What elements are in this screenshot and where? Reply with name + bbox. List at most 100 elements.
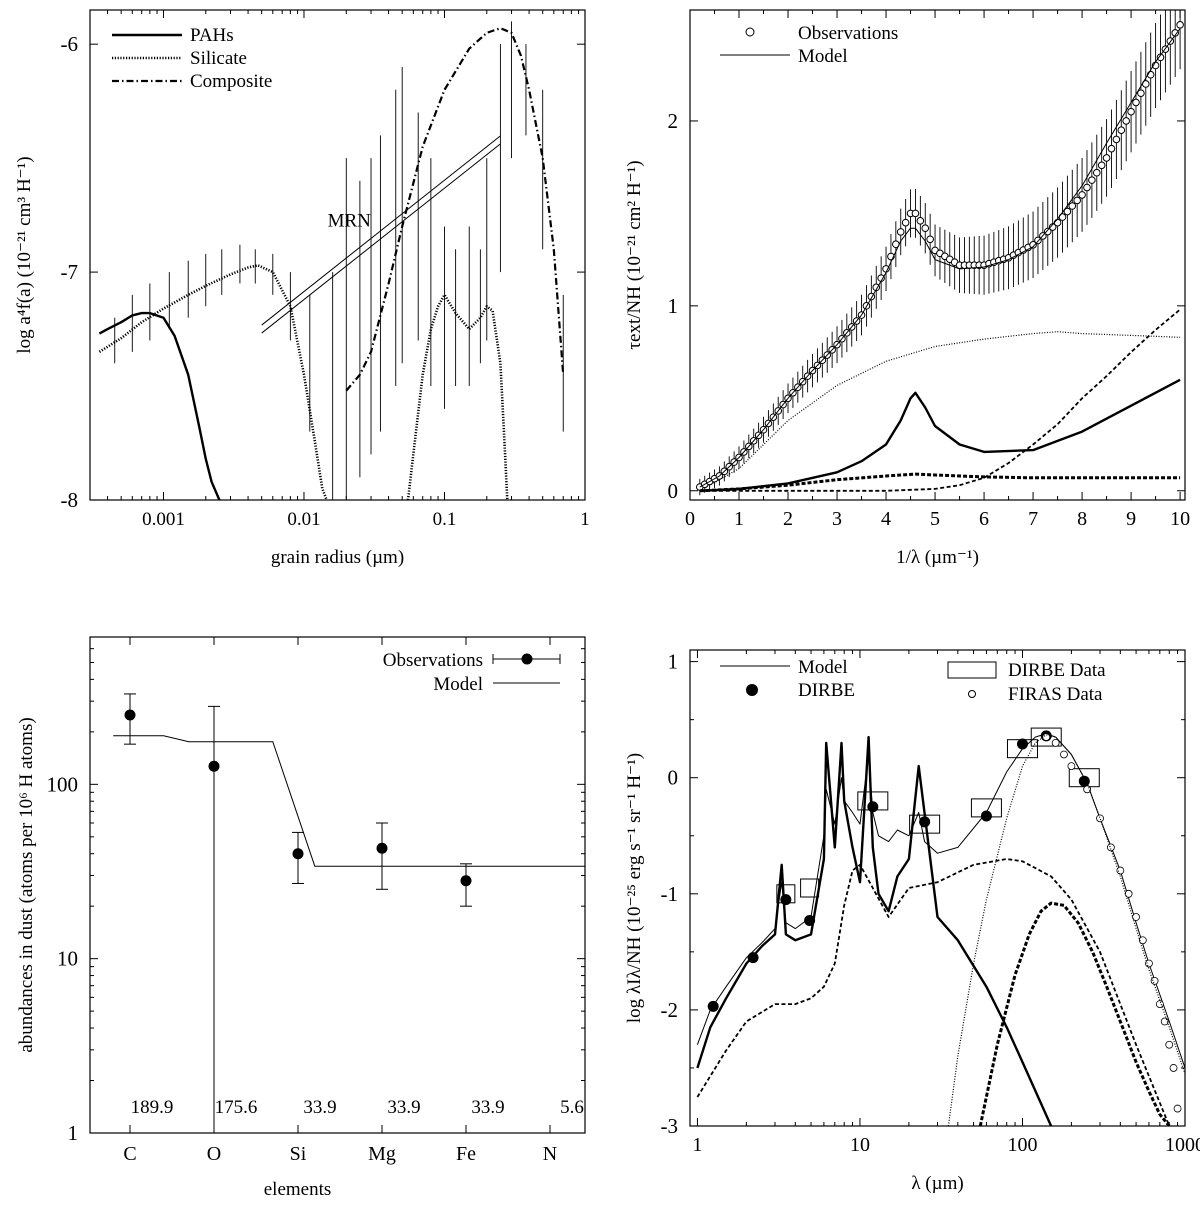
y-tick-label: -3: [661, 1114, 679, 1138]
observation-marker: [1132, 98, 1140, 107]
y-tick-label: 1: [668, 294, 679, 318]
mrn-annotation: MRN: [328, 211, 372, 232]
x-axis-label: λ (µm): [911, 1173, 963, 1194]
dirbe-point: [980, 810, 992, 822]
observation-marker: [1127, 107, 1135, 116]
firas-point: [1083, 785, 1092, 794]
dirbe-data-box: [776, 884, 796, 904]
y-tick-label: -1: [661, 882, 679, 906]
observation-marker: [1107, 144, 1116, 153]
x-tick-label: 2: [783, 508, 793, 530]
firas-point: [1150, 976, 1159, 985]
dirbe-data-box: [1006, 739, 1038, 759]
y-tick-label: 10: [57, 947, 78, 971]
x-category-label: Mg: [368, 1143, 396, 1165]
panel-0-frame: [89, 9, 586, 501]
x-tick-label: 6: [979, 508, 989, 530]
plot-area: [113, 693, 585, 1133]
y-axis-label: abundances in dust (atoms per 10⁶ H atom…: [16, 717, 37, 1052]
mrn-line-upper: [261, 135, 501, 326]
x-category-label: N: [543, 1143, 557, 1165]
plot-area: [696, 727, 1185, 1126]
y-axis-label: log λIλ/NH (10⁻²⁵ erg s⁻¹ sr⁻¹ H⁻¹): [624, 753, 645, 1023]
y-tick-label: -6: [61, 32, 79, 56]
y-tick-label: 1: [668, 650, 679, 674]
legend-label: Silicate: [190, 48, 247, 69]
firas-point: [1116, 866, 1125, 875]
firas-point: [1173, 1104, 1182, 1113]
y-tick-label: 0: [668, 766, 679, 790]
observation-marker: [911, 209, 920, 218]
series-line-7: [978, 901, 1171, 1126]
firas-point: [1132, 913, 1140, 921]
dirbe-point: [867, 801, 879, 813]
model-value-label: 33.9: [387, 1097, 420, 1118]
model-line: [113, 735, 585, 867]
y-axis-label: log a⁴f(a) (10⁻²¹ cm³ H⁻¹): [14, 156, 35, 353]
observation-marker: [1043, 227, 1052, 236]
observation-marker: [896, 228, 905, 236]
panel-2-frame: [89, 636, 586, 1134]
legend-dirbe-marker: [746, 684, 758, 696]
x-axis-label: elements: [264, 1179, 332, 1200]
dirbe-data-box: [970, 798, 1002, 818]
legend-circle-marker: [745, 27, 755, 37]
series-silicate-line: [406, 293, 509, 500]
x-tick-label: 10: [850, 1134, 870, 1156]
dirbe-point: [1078, 775, 1090, 787]
observation-marker: [1053, 218, 1062, 227]
x-category-label: O: [207, 1143, 221, 1165]
x-tick-label: 0.1: [433, 509, 457, 530]
observation-marker: [916, 216, 925, 225]
series-line-4: [696, 735, 1053, 1126]
observation-marker: [1063, 207, 1072, 216]
x-tick-label: 8: [1077, 508, 1087, 530]
observation-marker: [1156, 53, 1165, 62]
legend-label: DIRBE Data: [1008, 660, 1106, 681]
mrn-line-lower: [261, 143, 501, 334]
plot-area: [696, 10, 1184, 496]
y-tick-label: 2: [668, 109, 679, 133]
series-line-6: [947, 734, 1185, 1126]
legend-label: DIRBE: [798, 680, 855, 701]
y-tick-label: -7: [61, 260, 79, 284]
x-tick-label: 0.001: [142, 509, 185, 530]
infrared-emission-panel: 1 10 100 1000 -3 -2 -1 0 1 λ (µm) log λIλ/NH (10⁻²…: [624, 649, 1200, 1194]
y-tick-label: -2: [661, 998, 679, 1022]
x-tick-label: 0: [685, 508, 695, 530]
legend-dirbe-data-box: [947, 661, 997, 679]
y-tick-label: 0: [668, 479, 679, 503]
firas-point: [1096, 814, 1104, 823]
observation-marker: [1088, 176, 1096, 184]
x-category-label: C: [123, 1143, 136, 1165]
dirbe-point: [1016, 738, 1028, 750]
observation-marker: [1073, 196, 1081, 205]
observation-marker: [1029, 241, 1037, 249]
extinction-curve-panel: 0 1 2 3 4 5 6 7 8 9 10 0 1 2 1/λ (µm⁻¹) τext/NH (10⁻²¹ …: [624, 9, 1190, 568]
firas-point: [1107, 843, 1115, 852]
dirbe-point: [707, 1000, 719, 1012]
series-line-5: [696, 858, 1171, 1126]
y-tick-label: -8: [61, 488, 79, 512]
x-tick-label: 1: [692, 1134, 702, 1156]
series-line-0: [696, 733, 1185, 1069]
series-line-2: [699, 331, 1181, 492]
observation-marker: [921, 224, 930, 232]
panel-3-frame: [689, 649, 1186, 1127]
firas-point: [1051, 738, 1060, 747]
x-tick-label: 0.01: [287, 509, 320, 530]
legend-label: Model: [798, 46, 848, 67]
series-composite-line: [345, 27, 565, 392]
series-line-5: [699, 308, 1181, 492]
dust-abundances-panel: C 189.9 O 175.6 Si 33.9 Mg 33.9 Fe 33.9 N 5.6 1 10 100…: [16, 636, 586, 1200]
series-pahs-line: [98, 311, 221, 500]
dirbe-data-box: [1030, 727, 1062, 747]
series-line-1: [699, 28, 1181, 488]
plot-area: [98, 21, 565, 500]
x-tick-label: 3: [832, 508, 842, 530]
firas-point: [1067, 762, 1076, 770]
series-line-4: [699, 472, 1181, 493]
series-silicate-line: [98, 264, 328, 500]
y-tick-label: 1: [68, 1121, 79, 1145]
